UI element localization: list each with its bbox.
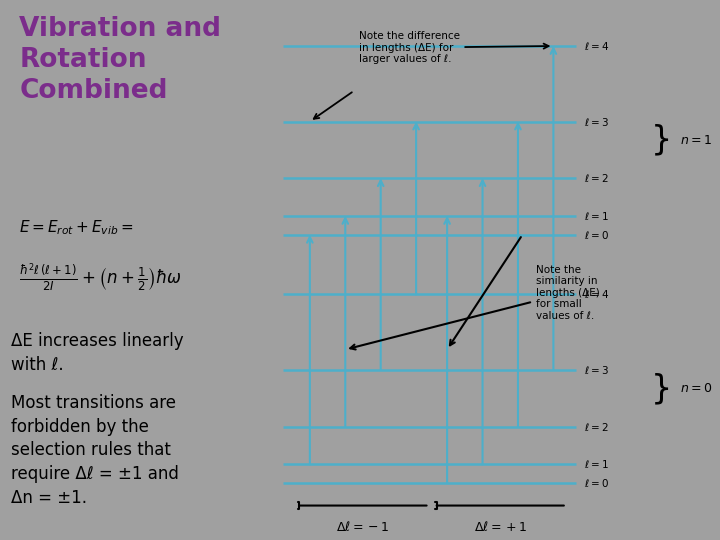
Text: $\ell = 2$: $\ell = 2$ <box>585 421 609 433</box>
Text: $\ell = 2$: $\ell = 2$ <box>585 172 609 184</box>
Text: $\ell = 3$: $\ell = 3$ <box>585 364 609 376</box>
Text: }: } <box>651 372 672 406</box>
Text: $\ell = 4$: $\ell = 4$ <box>585 40 610 52</box>
Text: $\ell = 0$: $\ell = 0$ <box>585 229 609 241</box>
Text: Note the
similarity in
lengths (ΔE)
for small
values of ℓ.: Note the similarity in lengths (ΔE) for … <box>350 265 600 349</box>
Text: $E = E_{rot} + E_{vib} =$: $E = E_{rot} + E_{vib} =$ <box>19 219 134 238</box>
Text: $\ell = 3$: $\ell = 3$ <box>585 116 609 127</box>
Text: Note the difference
in lengths (ΔE) for
larger values of ℓ.: Note the difference in lengths (ΔE) for … <box>359 31 549 64</box>
Text: $\frac{\hbar^2\ell\,(\ell+1)}{2I} + \left(n+\frac{1}{2}\right)\hbar\omega$: $\frac{\hbar^2\ell\,(\ell+1)}{2I} + \lef… <box>19 262 183 294</box>
Text: $\Delta\ell = -1$: $\Delta\ell = -1$ <box>336 521 390 535</box>
Text: $n = 0$: $n = 0$ <box>680 382 712 395</box>
Text: $\ell = 1$: $\ell = 1$ <box>585 210 609 222</box>
Text: ΔE increases linearly
with ℓ.: ΔE increases linearly with ℓ. <box>11 332 184 374</box>
Text: $\Delta\ell = +1$: $\Delta\ell = +1$ <box>474 521 527 535</box>
Text: Vibration and
Rotation
Combined: Vibration and Rotation Combined <box>19 16 222 104</box>
Text: $\ell = 4$: $\ell = 4$ <box>585 288 610 300</box>
Text: $\ell = 1$: $\ell = 1$ <box>585 458 609 470</box>
Text: Most transitions are
forbidden by the
selection rules that
require Δℓ = ±1 and
Δ: Most transitions are forbidden by the se… <box>11 394 179 507</box>
Text: $\ell = 0$: $\ell = 0$ <box>585 477 609 489</box>
Text: $n = 1$: $n = 1$ <box>680 134 711 147</box>
Text: }: } <box>651 124 672 157</box>
